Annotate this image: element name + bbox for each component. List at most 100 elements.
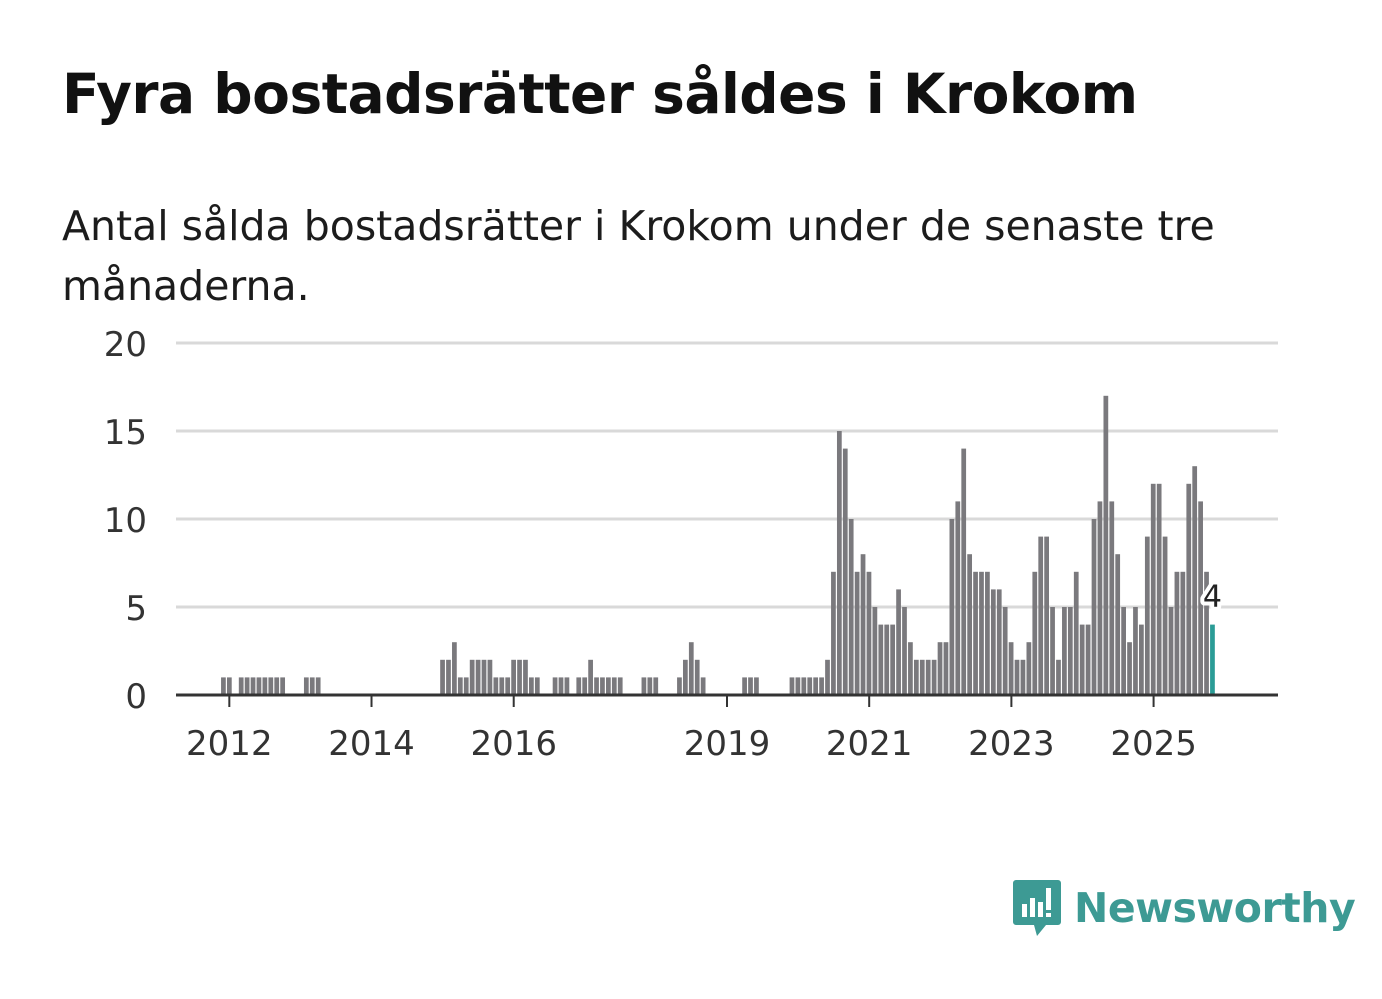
bars bbox=[221, 395, 1215, 695]
bar bbox=[878, 624, 884, 695]
bar bbox=[967, 554, 973, 695]
bar bbox=[226, 677, 232, 695]
bar bbox=[1150, 483, 1156, 695]
bar bbox=[1109, 501, 1115, 695]
x-tick-label: 2014 bbox=[328, 724, 415, 764]
y-tick-label: 5 bbox=[125, 589, 147, 629]
y-tick-label: 10 bbox=[104, 501, 147, 541]
bar bbox=[825, 659, 830, 695]
bar bbox=[274, 677, 280, 695]
bar bbox=[1186, 483, 1192, 695]
bar bbox=[594, 677, 599, 695]
bar bbox=[807, 677, 813, 695]
bar bbox=[949, 519, 955, 695]
bar bbox=[890, 624, 896, 695]
chart-title: Fyra bostadsrätter såldes i Krokom bbox=[62, 62, 1138, 126]
bar bbox=[831, 571, 836, 695]
bar bbox=[694, 659, 700, 695]
bar bbox=[446, 659, 451, 695]
bar bbox=[1121, 607, 1126, 695]
bar bbox=[1050, 607, 1055, 695]
y-tick-label: 15 bbox=[104, 413, 147, 453]
bar bbox=[576, 677, 582, 695]
data-labels: 4 bbox=[1199, 576, 1226, 619]
bar bbox=[925, 659, 931, 695]
bar bbox=[250, 677, 256, 695]
newsworthy-wordmark: Newsworthy bbox=[1074, 884, 1356, 932]
bar bbox=[1008, 642, 1014, 695]
bar bbox=[742, 677, 747, 695]
bar bbox=[866, 571, 872, 695]
bar bbox=[469, 659, 475, 695]
bar bbox=[1079, 624, 1085, 695]
bar bbox=[303, 677, 309, 695]
x-tick-label: 2023 bbox=[968, 724, 1055, 764]
bar bbox=[617, 677, 623, 695]
bar bbox=[937, 642, 943, 695]
bar bbox=[315, 677, 321, 695]
bar bbox=[606, 677, 611, 695]
bar bbox=[1002, 607, 1008, 695]
x-tick-label: 2021 bbox=[826, 724, 913, 764]
newsworthy-logo-icon bbox=[1013, 880, 1061, 936]
bar bbox=[1174, 571, 1180, 695]
bar bbox=[1014, 659, 1020, 695]
bar bbox=[493, 677, 499, 695]
bar bbox=[1085, 624, 1091, 695]
bar bbox=[985, 571, 990, 695]
bar bbox=[1162, 536, 1168, 695]
bar bbox=[884, 624, 890, 695]
bar bbox=[1103, 395, 1109, 695]
bar bbox=[1073, 571, 1079, 695]
bar bbox=[475, 659, 481, 695]
x-tick-label: 2025 bbox=[1110, 724, 1197, 764]
bar bbox=[256, 677, 262, 695]
bar bbox=[1020, 659, 1026, 695]
bar bbox=[1097, 501, 1103, 695]
bar bbox=[896, 589, 901, 695]
bar bbox=[801, 677, 807, 695]
bar bbox=[1044, 536, 1049, 695]
bar bbox=[955, 501, 961, 695]
bar bbox=[440, 659, 445, 695]
bar bbox=[529, 677, 534, 695]
bar bbox=[1168, 607, 1174, 695]
bar bbox=[1067, 607, 1073, 695]
bar bbox=[641, 677, 647, 695]
bar bbox=[795, 677, 801, 695]
bar bbox=[582, 677, 588, 695]
bar bbox=[1091, 519, 1097, 695]
bar bbox=[842, 448, 848, 695]
highlight-data-label: 4 bbox=[1203, 580, 1222, 615]
bar bbox=[836, 431, 842, 695]
bar bbox=[789, 677, 795, 695]
bar bbox=[700, 677, 706, 695]
bar bbox=[517, 659, 522, 695]
bar bbox=[913, 659, 919, 695]
y-tick-label: 0 bbox=[125, 677, 147, 717]
bar bbox=[902, 607, 907, 695]
bar bbox=[280, 677, 286, 695]
bar bbox=[505, 677, 511, 695]
bar bbox=[1127, 642, 1132, 695]
bar-highlight bbox=[1210, 624, 1215, 695]
bar bbox=[600, 677, 605, 695]
x-axis-ticks: 2012 2014 2016 2019 2021 2023 2025 bbox=[186, 695, 1197, 764]
bar bbox=[677, 677, 682, 695]
chart-subtitle: Antal sålda bostadsrätter i Krokom under… bbox=[62, 202, 1215, 310]
bar bbox=[268, 677, 274, 695]
bar bbox=[990, 589, 996, 695]
bar bbox=[1144, 536, 1150, 695]
bar bbox=[1038, 536, 1044, 695]
bar bbox=[943, 642, 949, 695]
bar bbox=[523, 659, 528, 695]
bar bbox=[552, 677, 558, 695]
bar bbox=[611, 677, 617, 695]
bar bbox=[973, 571, 978, 695]
bar bbox=[1192, 466, 1198, 695]
bar bbox=[244, 677, 250, 695]
bar bbox=[588, 659, 593, 695]
bar bbox=[481, 659, 487, 695]
bar bbox=[813, 677, 819, 695]
